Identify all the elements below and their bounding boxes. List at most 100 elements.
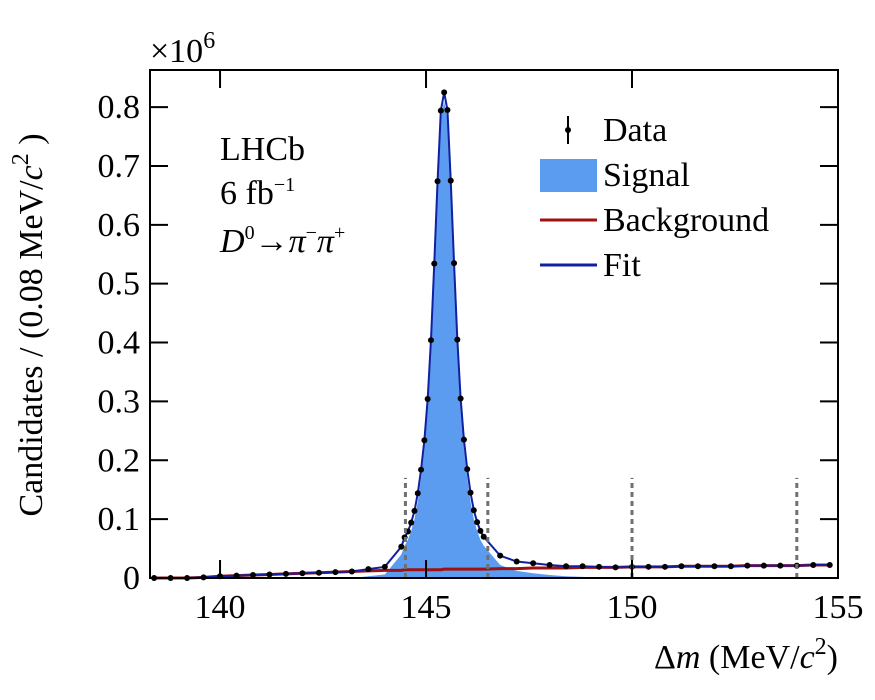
data-point — [411, 507, 418, 514]
x-tick-label: 155 — [813, 589, 864, 626]
x-tick-label: 150 — [607, 589, 658, 626]
y-tick-label: 0.4 — [98, 325, 141, 362]
data-point — [444, 107, 451, 114]
y-tick-label: 0.6 — [98, 207, 141, 244]
data-point — [727, 563, 734, 570]
data-point — [477, 527, 484, 534]
data-point — [299, 570, 306, 577]
data-point — [266, 571, 273, 578]
y-label-var: c — [13, 165, 50, 180]
multiplier-base: ×10 — [150, 33, 203, 70]
y-label-text: Candidates / (0.08 MeV/ — [13, 180, 50, 517]
lumi-text: 6 fb — [220, 175, 274, 212]
data-point — [563, 563, 570, 570]
data-point — [454, 336, 461, 343]
x-label-var: m — [676, 639, 701, 676]
data-point — [434, 178, 441, 185]
data-point — [427, 337, 434, 344]
x-tick-label: 140 — [195, 589, 246, 626]
data-point — [418, 466, 425, 473]
x-label-exp: 2 — [815, 634, 827, 660]
y-label-exp: 2 — [8, 153, 34, 165]
data-point — [777, 562, 784, 569]
experiment: LHCb — [220, 131, 305, 168]
data-point — [579, 563, 586, 570]
decay-d1: π — [289, 223, 307, 260]
plot-area — [151, 89, 833, 581]
data-point — [711, 563, 718, 570]
legend-label: Fit — [603, 247, 641, 284]
data-point — [421, 437, 428, 444]
decay-d2: π — [317, 223, 335, 260]
y-tick-label: 0.1 — [98, 501, 141, 538]
y-tick-label: 0.7 — [98, 148, 141, 185]
x-tick-label: 145 — [401, 589, 452, 626]
data-point — [612, 564, 619, 571]
data-point — [365, 566, 372, 573]
data-point — [315, 569, 322, 576]
decay-d2-exp: + — [334, 222, 345, 244]
legend-label: Background — [603, 202, 769, 239]
data-point — [348, 568, 355, 575]
data-point — [447, 177, 454, 184]
y-tick-label: 0 — [123, 560, 140, 597]
decay-parent: D — [219, 223, 245, 260]
data-point — [497, 552, 504, 559]
data-point — [408, 519, 415, 526]
data-point — [474, 519, 481, 526]
legend-marker — [565, 127, 571, 133]
y-label-close: ) — [13, 133, 50, 153]
x-label-close: ) — [827, 639, 838, 676]
data-point — [414, 490, 421, 497]
x-label-symbol: Δ — [654, 639, 676, 676]
data-point — [451, 260, 458, 267]
data-point — [678, 563, 685, 570]
plot-frame — [149, 69, 839, 579]
decay: D0→π−π+ — [219, 222, 345, 260]
y-tick-label: 0.2 — [98, 442, 141, 479]
data-point — [467, 489, 474, 496]
data-point — [810, 562, 817, 569]
decay-arrow: → — [255, 223, 289, 260]
y-multiplier: ×106 — [150, 28, 215, 70]
data-point — [546, 562, 553, 569]
data-point — [424, 396, 431, 403]
x-label-unit-var: c — [800, 639, 815, 676]
decay-d1-exp: − — [306, 222, 317, 244]
data-point — [480, 533, 487, 540]
data-point — [645, 563, 652, 570]
data-point — [437, 107, 444, 114]
data-point — [398, 543, 405, 550]
y-tick-label: 0.5 — [98, 266, 141, 303]
data-point — [249, 572, 256, 579]
lumi-exp: −1 — [274, 174, 295, 196]
data-point — [694, 563, 701, 570]
luminosity: 6 fb−1 — [220, 174, 295, 212]
y-axis-label: Candidates / (0.08 MeV/c2 ) — [8, 133, 50, 516]
data-point — [826, 562, 833, 569]
data-point — [744, 562, 751, 569]
data-point — [381, 563, 388, 570]
data-point — [282, 570, 289, 577]
decay-parent-exp: 0 — [245, 222, 255, 244]
x-axis-label: Δm (MeV/c2) — [654, 634, 838, 676]
data-point — [530, 560, 537, 567]
x-label-text: (MeV/ — [700, 639, 800, 676]
data-point — [431, 260, 438, 267]
data-point — [464, 466, 471, 473]
data-point — [470, 507, 477, 514]
signal-area — [154, 101, 830, 578]
data-point — [596, 563, 603, 570]
multiplier-exp: 6 — [203, 28, 215, 54]
y-tick-label: 0.3 — [98, 383, 141, 420]
y-tick-label: 0.8 — [98, 89, 141, 126]
data-point — [441, 89, 448, 96]
data-point — [457, 395, 464, 402]
data-point — [513, 558, 520, 565]
data-point — [332, 569, 339, 576]
data-point — [661, 563, 668, 570]
legend-marker — [540, 159, 597, 192]
data-point — [760, 562, 767, 569]
data-point — [460, 436, 467, 443]
